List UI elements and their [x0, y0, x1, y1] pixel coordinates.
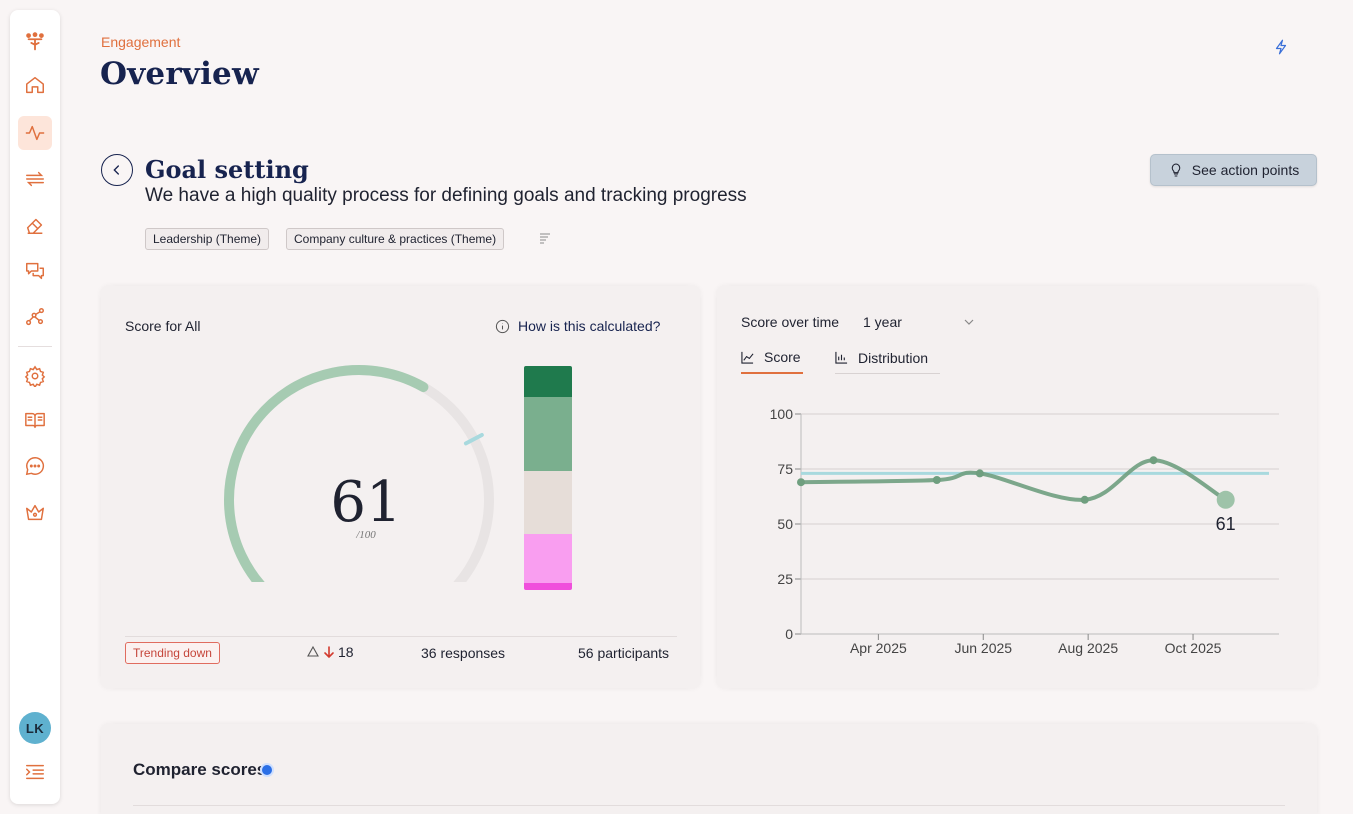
tab-score[interactable]: Score	[741, 342, 803, 374]
score-delta: 18	[306, 644, 354, 660]
y-tick-label: 25	[777, 571, 793, 587]
distribution-segment	[524, 397, 572, 472]
distribution-segment	[524, 533, 572, 584]
compare-divider	[133, 805, 1285, 806]
see-action-points-button[interactable]: See action points	[1150, 154, 1317, 186]
x-tick-label: Apr 2025	[850, 640, 907, 656]
range-select[interactable]: 1 year	[863, 314, 975, 330]
range-select-value: 1 year	[863, 314, 902, 330]
score-over-time-card: Score over time 1 year Score Distributio…	[717, 286, 1317, 688]
logo-icon[interactable]	[18, 25, 52, 59]
gauge-fill	[224, 365, 429, 582]
network-icon[interactable]	[18, 300, 52, 334]
transfer-icon[interactable]	[18, 162, 52, 196]
compare-scores-card: Compare scores	[101, 724, 1317, 814]
distribution-bar	[524, 366, 572, 590]
delta-value: 18	[338, 644, 354, 660]
status-dot	[262, 765, 272, 775]
breadcrumb[interactable]: Engagement	[101, 34, 181, 50]
trending-down-badge: Trending down	[125, 642, 220, 664]
page-title: Overview	[100, 56, 259, 92]
series-line	[799, 458, 1228, 502]
tag-leadership[interactable]: Leadership (Theme)	[145, 228, 270, 250]
lightbulb-icon	[1171, 163, 1181, 177]
distribution-segment	[524, 366, 572, 398]
score-card: Score for All How is this calculated? 61…	[101, 286, 700, 688]
eraser-icon[interactable]	[18, 208, 52, 242]
x-tick-label: Oct 2025	[1165, 640, 1222, 656]
responses-count: 36 responses	[421, 645, 506, 661]
tag-company-culture[interactable]: Company culture & practices (Theme)	[286, 228, 505, 250]
distribution-segment	[524, 583, 572, 590]
arrow-down-icon	[324, 646, 334, 659]
sidebar-divider	[18, 346, 52, 347]
see-action-points-label: See action points	[1191, 162, 1300, 178]
activity-icon[interactable]	[18, 116, 52, 150]
y-tick-label: 75	[777, 461, 793, 477]
delta-icon	[307, 645, 319, 657]
how-calculated-link[interactable]: How is this calculated?	[495, 318, 660, 334]
participants-count: 56 participants	[578, 645, 670, 661]
tab-distribution-label: Distribution	[858, 349, 929, 366]
crown-icon[interactable]	[18, 495, 52, 529]
tab-distribution[interactable]: Distribution	[835, 342, 940, 374]
score-card-title: Score for All	[125, 318, 201, 334]
distribution-segment	[524, 471, 572, 534]
indent-icon[interactable]	[18, 755, 52, 789]
bolt-icon[interactable]	[1272, 38, 1290, 56]
data-point	[1216, 490, 1235, 509]
line-chart-icon	[741, 351, 754, 364]
y-tick-label: 0	[785, 626, 793, 642]
filter-lines-icon[interactable]	[538, 231, 552, 245]
sidebar: LK	[10, 10, 60, 804]
score-value: 61	[330, 470, 402, 535]
last-value-label: 61	[1216, 514, 1236, 534]
score-line-chart: 0 25 50 75 100 Apr 2025 Jun 2025 Aug 2025 Oct 20…	[770, 406, 1279, 656]
tab-score-label: Score	[764, 349, 801, 365]
avatar[interactable]: LK	[19, 712, 51, 744]
back-button[interactable]	[101, 154, 133, 186]
home-icon[interactable]	[18, 68, 52, 102]
score-denominator: /100	[356, 529, 376, 541]
book-icon[interactable]	[18, 403, 52, 437]
stats-divider	[125, 636, 677, 637]
y-tick-label: 50	[777, 516, 793, 532]
score-over-time-title: Score over time	[741, 314, 840, 330]
y-tick-label: 100	[770, 406, 794, 422]
x-tick-label: Jun 2025	[954, 640, 1012, 656]
compare-scores-title: Compare scores	[133, 760, 267, 779]
how-calculated-label: How is this calculated?	[518, 318, 661, 334]
data-point	[1080, 495, 1089, 504]
gauge-benchmark-marker	[463, 432, 484, 446]
data-point	[975, 469, 984, 478]
data-point	[797, 478, 805, 487]
chat-icon[interactable]	[18, 254, 52, 288]
x-tick-label: Aug 2025	[1058, 640, 1118, 656]
goal-description: We have a high quality process for defin…	[145, 185, 747, 206]
data-point	[932, 476, 941, 484]
score-gauge	[224, 365, 494, 582]
message-icon[interactable]	[18, 449, 52, 483]
gear-icon[interactable]	[18, 359, 52, 393]
info-icon	[495, 319, 510, 333]
chevron-down-icon	[964, 319, 974, 325]
goal-title: Goal setting	[145, 155, 309, 184]
data-point	[1149, 456, 1158, 465]
bar-chart-icon	[835, 351, 848, 364]
